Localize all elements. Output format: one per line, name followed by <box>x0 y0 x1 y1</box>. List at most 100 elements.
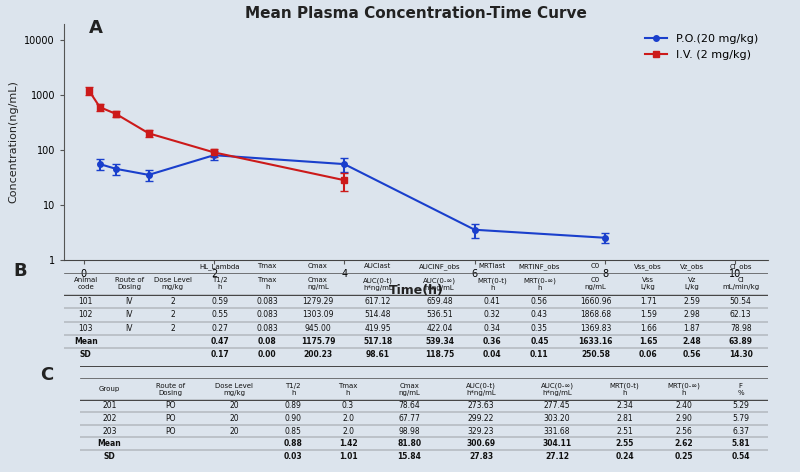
Text: 2.90: 2.90 <box>675 414 692 423</box>
Legend: P.O.(20 mg/kg), I.V. (2 mg/kg): P.O.(20 mg/kg), I.V. (2 mg/kg) <box>640 29 762 65</box>
Text: 78.64: 78.64 <box>398 402 420 411</box>
Text: MRTINF_obs: MRTINF_obs <box>518 263 560 270</box>
Text: 14.30: 14.30 <box>729 350 753 359</box>
Text: 2.40: 2.40 <box>675 402 692 411</box>
Text: 0.45: 0.45 <box>530 337 549 346</box>
Text: 0.43: 0.43 <box>531 311 548 320</box>
Text: 331.68: 331.68 <box>544 427 570 436</box>
Text: HL_Lambda: HL_Lambda <box>200 263 240 270</box>
Text: 0.25: 0.25 <box>674 452 693 461</box>
Text: 2.0: 2.0 <box>342 427 354 436</box>
Text: 201: 201 <box>102 402 117 411</box>
Text: 78.98: 78.98 <box>730 324 751 333</box>
Text: 118.75: 118.75 <box>425 350 454 359</box>
Text: 2: 2 <box>170 297 175 306</box>
Text: A: A <box>89 19 103 37</box>
X-axis label: Time(h): Time(h) <box>389 284 443 297</box>
Text: 277.45: 277.45 <box>544 402 570 411</box>
Text: 50.54: 50.54 <box>730 297 752 306</box>
Text: 0.32: 0.32 <box>484 311 501 320</box>
Text: 62.13: 62.13 <box>730 311 751 320</box>
Text: Route of
Dosing: Route of Dosing <box>156 382 186 396</box>
Text: Cmax: Cmax <box>308 263 328 269</box>
Text: 0.47: 0.47 <box>210 337 230 346</box>
Text: 20: 20 <box>230 402 239 411</box>
Text: 98.61: 98.61 <box>366 350 390 359</box>
Text: AUClast: AUClast <box>364 263 391 269</box>
Text: 539.34: 539.34 <box>425 337 454 346</box>
Text: 0.41: 0.41 <box>484 297 501 306</box>
Text: 659.48: 659.48 <box>426 297 453 306</box>
Text: MRT(0-∞)
h: MRT(0-∞) h <box>667 382 700 396</box>
Text: 617.12: 617.12 <box>365 297 391 306</box>
Text: C0
ng/mL: C0 ng/mL <box>585 278 606 290</box>
Text: 15.84: 15.84 <box>398 452 421 461</box>
Text: Vss
L/kg: Vss L/kg <box>641 278 656 290</box>
Text: 0.34: 0.34 <box>484 324 501 333</box>
Text: 0.27: 0.27 <box>212 324 229 333</box>
Text: AUC(0-∞)
h*ng/mL: AUC(0-∞) h*ng/mL <box>423 277 456 291</box>
Text: 0.083: 0.083 <box>256 311 278 320</box>
Text: F
%: F % <box>738 382 744 396</box>
Text: 0.56: 0.56 <box>682 350 701 359</box>
Text: 2.34: 2.34 <box>616 402 633 411</box>
Text: 102: 102 <box>78 311 93 320</box>
Text: Cmax
ng/mL: Cmax ng/mL <box>398 382 420 396</box>
Text: Cmax
ng/mL: Cmax ng/mL <box>307 278 329 290</box>
Text: 1.65: 1.65 <box>639 337 658 346</box>
Text: 67.77: 67.77 <box>398 414 420 423</box>
Text: AUC(0-t)
h*ng/mL: AUC(0-t) h*ng/mL <box>466 382 496 396</box>
Text: 2.81: 2.81 <box>616 414 633 423</box>
Text: 0.54: 0.54 <box>731 452 750 461</box>
Text: 0.89: 0.89 <box>285 402 302 411</box>
Text: 1633.16: 1633.16 <box>578 337 613 346</box>
Text: B: B <box>13 262 27 280</box>
Text: 20: 20 <box>230 427 239 436</box>
Text: 303.20: 303.20 <box>544 414 570 423</box>
Text: 1.59: 1.59 <box>640 311 657 320</box>
Text: 0.85: 0.85 <box>285 427 302 436</box>
Text: 0.03: 0.03 <box>284 452 302 461</box>
Text: C: C <box>40 366 53 384</box>
Text: Cl
mL/min/kg: Cl mL/min/kg <box>722 278 759 290</box>
Text: 273.63: 273.63 <box>468 402 494 411</box>
Text: 2.55: 2.55 <box>615 439 634 448</box>
Text: 98.98: 98.98 <box>398 427 420 436</box>
Text: 2.56: 2.56 <box>675 427 692 436</box>
Text: 0.36: 0.36 <box>483 337 502 346</box>
Text: 0.56: 0.56 <box>531 297 548 306</box>
Text: 1279.29: 1279.29 <box>302 297 334 306</box>
Text: 2: 2 <box>170 311 175 320</box>
Text: MRT(0-t)
h: MRT(0-t) h <box>478 277 507 291</box>
Text: 0.11: 0.11 <box>530 350 549 359</box>
Text: 2.48: 2.48 <box>682 337 701 346</box>
Text: 250.58: 250.58 <box>581 350 610 359</box>
Text: IV: IV <box>126 311 133 320</box>
Text: 0.35: 0.35 <box>531 324 548 333</box>
Text: 0.90: 0.90 <box>285 414 302 423</box>
Text: Group: Group <box>99 386 120 392</box>
Text: MRTlast: MRTlast <box>478 263 506 269</box>
Title: Mean Plasma Concentration-Time Curve: Mean Plasma Concentration-Time Curve <box>245 6 587 21</box>
Text: Tmax: Tmax <box>258 263 277 269</box>
Text: Vz_obs: Vz_obs <box>680 263 704 270</box>
Text: 0.55: 0.55 <box>211 311 229 320</box>
Text: Vz
L/kg: Vz L/kg <box>685 278 699 290</box>
Text: C0: C0 <box>591 263 600 269</box>
Text: AUC(0-∞)
h*ng/mL: AUC(0-∞) h*ng/mL <box>541 382 574 396</box>
Text: 2.62: 2.62 <box>674 439 693 448</box>
Text: SD: SD <box>104 452 115 461</box>
Text: 1868.68: 1868.68 <box>580 311 611 320</box>
Text: 203: 203 <box>102 427 117 436</box>
Text: 0.24: 0.24 <box>615 452 634 461</box>
Text: MRT(0-t)
h: MRT(0-t) h <box>610 382 639 396</box>
Text: 299.22: 299.22 <box>468 414 494 423</box>
Text: Cl_obs: Cl_obs <box>730 263 752 270</box>
Text: 103: 103 <box>78 324 93 333</box>
Text: 5.29: 5.29 <box>732 402 749 411</box>
Text: Animal
code: Animal code <box>74 278 98 290</box>
Text: Mean: Mean <box>98 439 122 448</box>
Text: 2.98: 2.98 <box>683 311 700 320</box>
Text: 0.17: 0.17 <box>210 350 230 359</box>
Text: IV: IV <box>126 297 133 306</box>
